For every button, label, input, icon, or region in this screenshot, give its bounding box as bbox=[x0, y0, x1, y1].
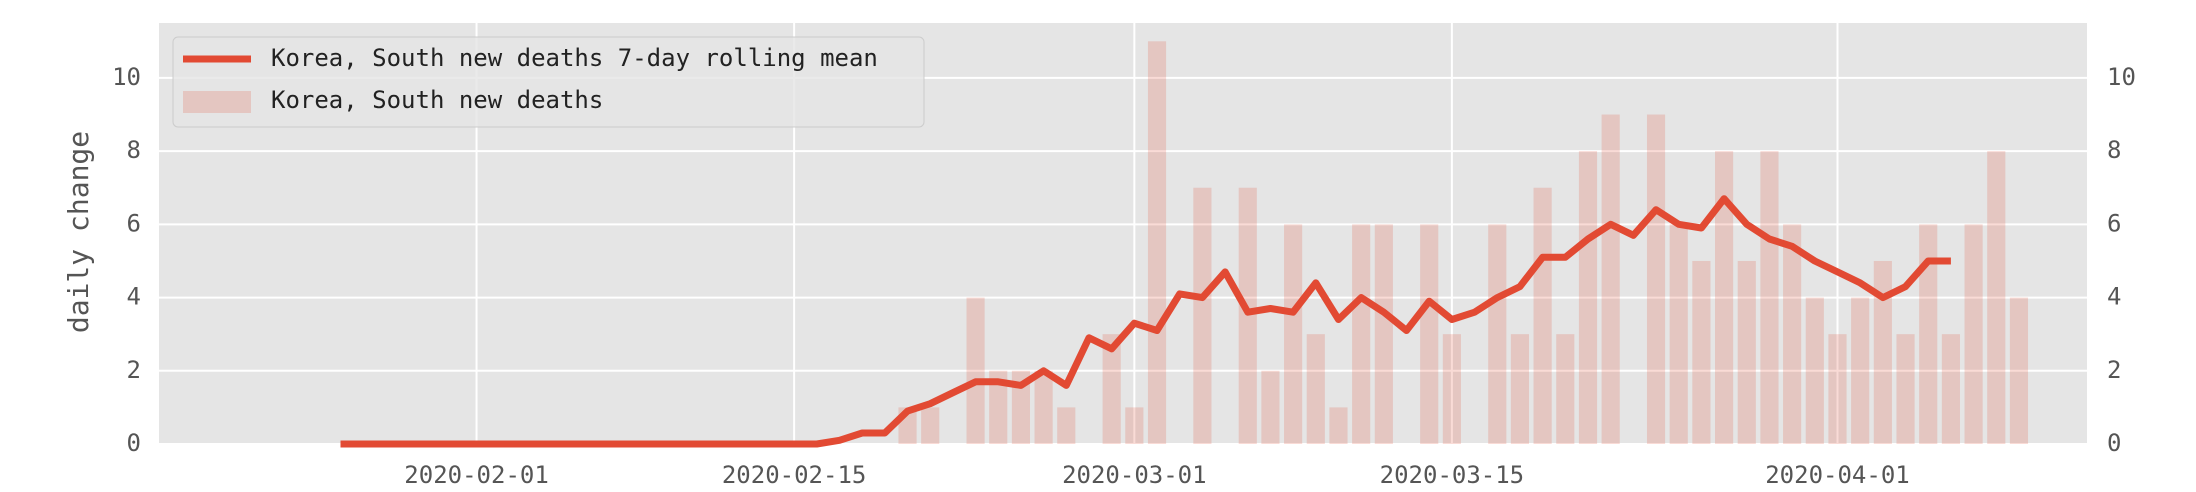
bar bbox=[1510, 334, 1530, 444]
bar bbox=[1851, 297, 1870, 444]
bar bbox=[921, 407, 940, 444]
bar bbox=[1987, 151, 2006, 444]
y-tick-label: 6 bbox=[127, 209, 141, 237]
bar bbox=[1238, 187, 1257, 444]
bar bbox=[1284, 224, 1303, 444]
bar bbox=[1193, 187, 1212, 444]
bar bbox=[1646, 114, 1666, 445]
y2-tick-label: 2 bbox=[2107, 356, 2121, 384]
bar bbox=[1034, 370, 1053, 444]
bar bbox=[1556, 334, 1575, 444]
bar bbox=[1352, 224, 1371, 444]
y2-tick-label: 8 bbox=[2107, 136, 2121, 164]
y-tick-label: 0 bbox=[127, 429, 141, 457]
y2-tick-label: 0 bbox=[2107, 429, 2121, 457]
bar bbox=[1737, 260, 1756, 444]
bar bbox=[1420, 224, 1439, 444]
bar bbox=[989, 370, 1008, 444]
bar bbox=[1261, 370, 1280, 444]
y2-tick-label: 6 bbox=[2107, 209, 2121, 237]
bar bbox=[1783, 224, 1802, 444]
x-tick-label: 2020-04-01 bbox=[1765, 461, 1910, 489]
bar bbox=[1533, 187, 1552, 444]
bar bbox=[1374, 224, 1393, 444]
y2-tick-label: 10 bbox=[2107, 63, 2136, 91]
bar bbox=[1601, 114, 1620, 445]
bar bbox=[1873, 260, 1892, 444]
y-tick-label: 2 bbox=[127, 356, 141, 384]
y-tick-label: 8 bbox=[127, 136, 141, 164]
y-axis-label: daily change bbox=[62, 131, 95, 333]
bar bbox=[1715, 151, 1734, 444]
bar bbox=[1329, 407, 1348, 444]
bar bbox=[1578, 151, 1598, 444]
bars bbox=[898, 41, 2029, 445]
y-tick-label: 10 bbox=[112, 63, 141, 91]
bar bbox=[1102, 334, 1121, 444]
bar bbox=[1306, 334, 1325, 444]
y-tick-label: 4 bbox=[127, 283, 141, 311]
x-tick-label: 2020-02-15 bbox=[722, 461, 867, 489]
line bbox=[340, 195, 1951, 448]
bar bbox=[2009, 297, 2029, 444]
bar bbox=[1057, 407, 1076, 444]
legend-patch bbox=[183, 91, 251, 113]
bar bbox=[966, 297, 985, 444]
bar bbox=[1896, 334, 1915, 444]
legend-label: Korea, South new deaths 7-day rolling me… bbox=[271, 44, 878, 72]
bar bbox=[1669, 224, 1688, 444]
bar bbox=[1125, 407, 1144, 444]
bar bbox=[1919, 224, 1938, 444]
y2-tick-label: 4 bbox=[2107, 283, 2121, 311]
bar bbox=[1805, 297, 1824, 444]
x-tick-label: 2020-03-15 bbox=[1380, 461, 1525, 489]
bar bbox=[1692, 260, 1711, 444]
bar bbox=[1442, 334, 1461, 444]
bar bbox=[1760, 151, 1779, 444]
bar bbox=[1011, 370, 1031, 444]
legend-label: Korea, South new deaths bbox=[271, 86, 603, 114]
bar bbox=[1828, 334, 1847, 444]
legend-box bbox=[172, 36, 925, 128]
bar bbox=[1941, 334, 1960, 444]
bar bbox=[1488, 224, 1507, 444]
x-tick-label: 2020-02-01 bbox=[404, 461, 549, 489]
legend: Korea, South new deaths 7-day rolling me… bbox=[172, 36, 925, 128]
bar bbox=[1964, 224, 1983, 444]
x-tick-label: 2020-03-01 bbox=[1062, 461, 1207, 489]
bar bbox=[1147, 41, 1167, 444]
